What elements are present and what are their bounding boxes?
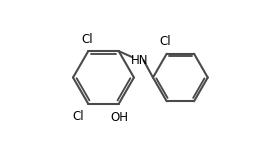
Text: HN: HN xyxy=(130,54,148,67)
Text: OH: OH xyxy=(111,111,129,124)
Text: Cl: Cl xyxy=(73,110,84,123)
Text: Cl: Cl xyxy=(159,35,171,49)
Text: Cl: Cl xyxy=(81,33,93,46)
